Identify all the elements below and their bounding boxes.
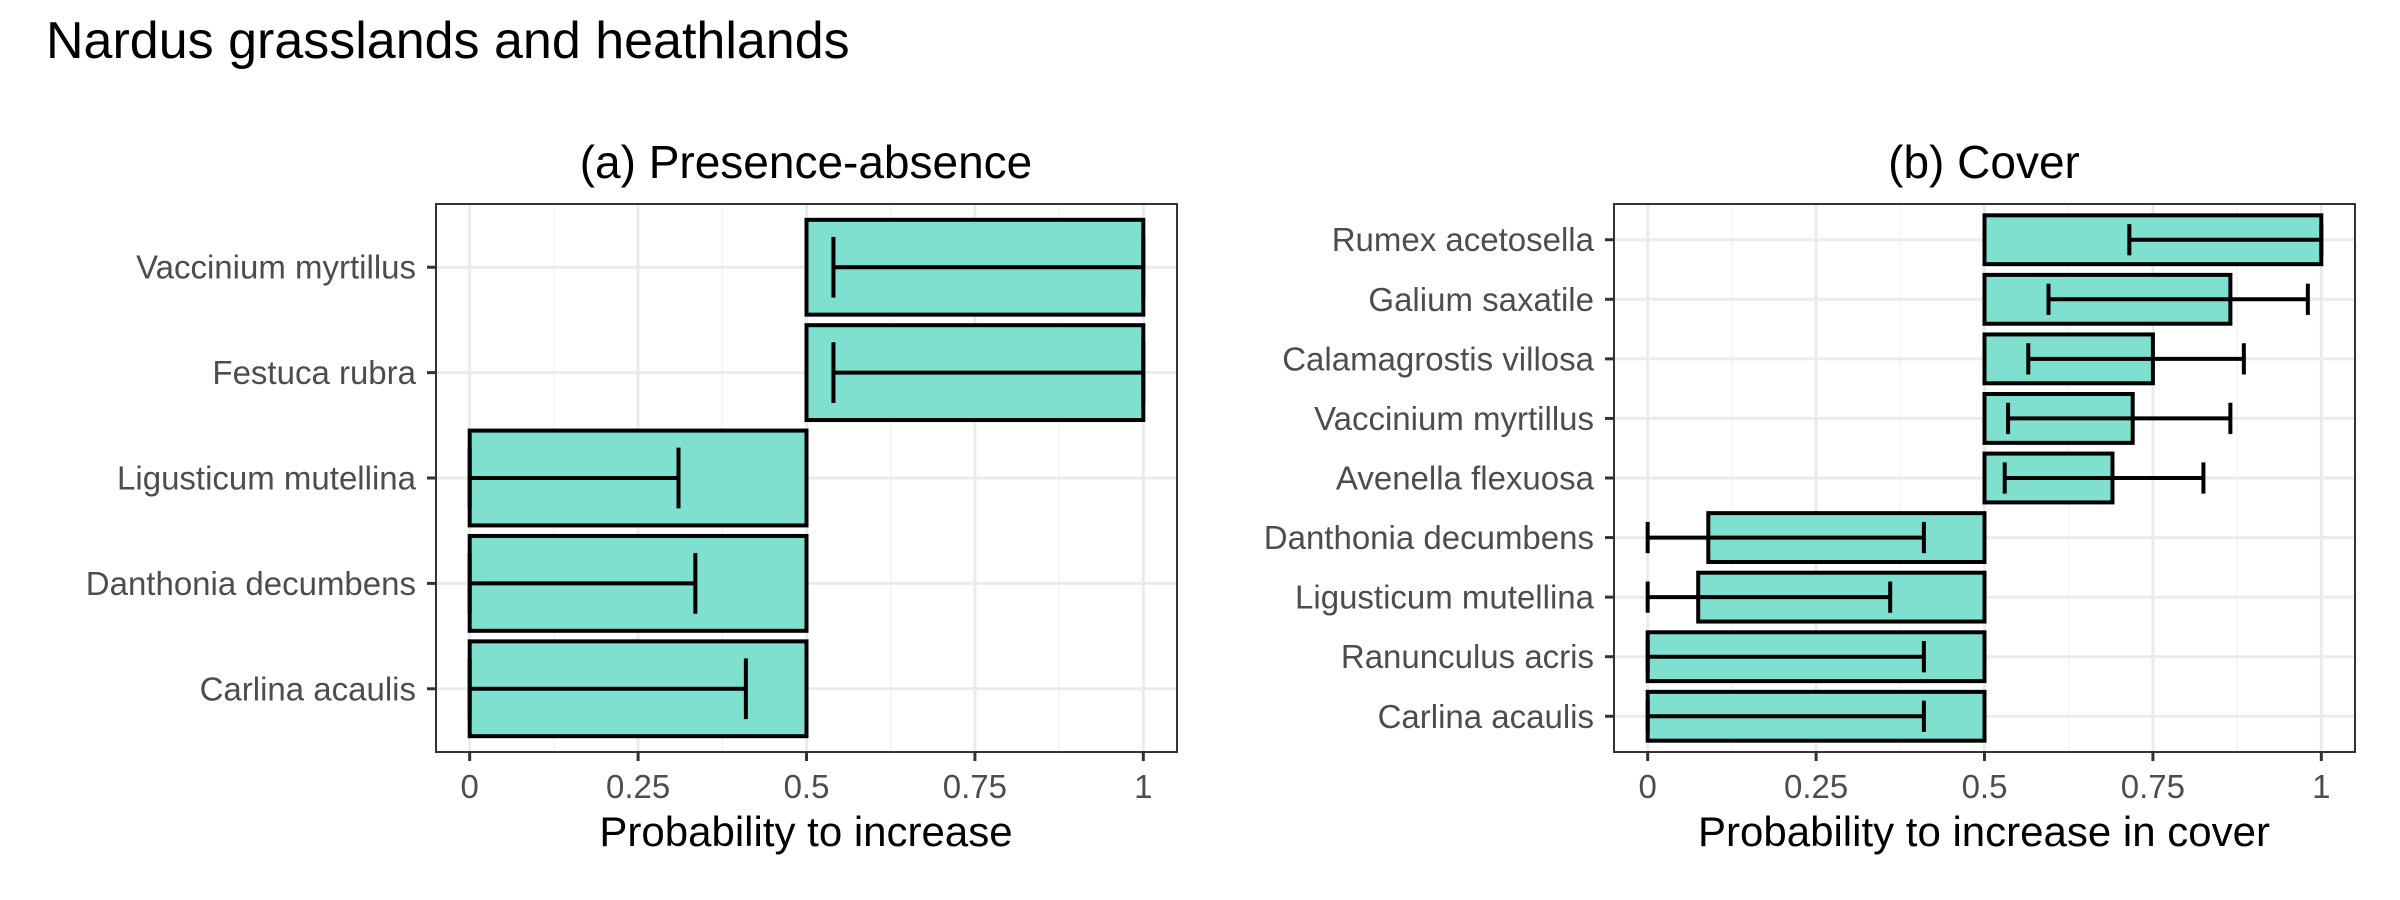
panel-cover: (b) Cover Rumex acetosella Galium saxatil…: [1264, 136, 2356, 855]
error-bar: [2026, 343, 2246, 375]
y-tick-label: Galium saxatile: [1368, 281, 1594, 318]
x-tick-label: 0.75: [2121, 768, 2185, 805]
panel-b-error-bars: [1645, 224, 2324, 732]
y-tick-label: Carlina acaulis: [1378, 698, 1594, 735]
panel-b-x-axis-title: Probability to increase in cover: [1698, 808, 2270, 855]
panel-a-x-axis-title: Probability to increase: [599, 808, 1012, 855]
error-bar: [467, 658, 748, 720]
y-tick-label: Ligusticum mutellina: [1295, 579, 1595, 616]
error-bar: [2002, 462, 2206, 494]
x-tick-label: 0.75: [943, 768, 1007, 805]
error-bar: [2046, 283, 2310, 315]
panel-b-y-axis: Rumex acetosella Galium saxatile Calamagro…: [1264, 221, 1614, 735]
error-bar: [2127, 224, 2324, 256]
error-bar: [831, 236, 1146, 298]
y-tick-label: Vaccinium myrtillus: [136, 249, 416, 286]
panel-a-error-bars: [467, 236, 1146, 720]
panel-a-y-axis: Vaccinium myrtillus Festuca rubra Ligustic…: [86, 249, 436, 707]
y-tick-label: Rumex acetosella: [1332, 221, 1595, 258]
panel-a-border: [435, 203, 1178, 753]
error-bar: [1645, 700, 1926, 732]
x-tick-label: 0.25: [606, 768, 670, 805]
x-tick-label: 1: [1134, 768, 1152, 805]
y-tick-label: Carlina acaulis: [200, 670, 416, 707]
x-tick-label: 0: [461, 768, 479, 805]
figure-title: Nardus grasslands and heathlands: [46, 12, 850, 70]
panel-presence-absence: (a) Presence-absence Vaccinium myrtillus…: [86, 136, 1178, 855]
x-tick-label: 1: [2312, 768, 2330, 805]
y-tick-label: Calamagrostis villosa: [1282, 340, 1594, 377]
error-bar: [1645, 521, 1926, 554]
y-tick-label: Ranunculus acris: [1341, 638, 1594, 675]
y-tick-label: Avenella flexuosa: [1336, 460, 1595, 497]
error-bar: [831, 342, 1146, 403]
x-tick-label: 0.5: [1962, 768, 2008, 805]
y-tick-label: Danthonia decumbens: [1264, 519, 1594, 556]
error-bar: [1645, 641, 1926, 673]
panel-b-border: [1613, 203, 2356, 753]
panel-a-title: (a) Presence-absence: [580, 136, 1033, 188]
y-tick-label: Danthonia decumbens: [86, 565, 416, 602]
error-bar: [2006, 402, 2233, 435]
x-tick-label: 0.5: [784, 768, 830, 805]
y-tick-label: Vaccinium myrtillus: [1314, 400, 1594, 437]
x-tick-label: 0: [1639, 768, 1657, 805]
error-bar: [1645, 581, 1893, 613]
y-tick-label: Ligusticum mutellina: [117, 460, 417, 497]
error-bar: [467, 553, 698, 614]
y-tick-label: Festuca rubra: [212, 354, 416, 391]
panel-b-title: (b) Cover: [1888, 136, 2080, 188]
error-bar: [467, 447, 681, 509]
panel-b-x-axis: 0 0.25 0.5 0.75 1: [1639, 752, 2330, 805]
x-tick-label: 0.25: [1784, 768, 1848, 805]
panel-a-x-axis: 0 0.25 0.5 0.75 1: [461, 752, 1152, 805]
